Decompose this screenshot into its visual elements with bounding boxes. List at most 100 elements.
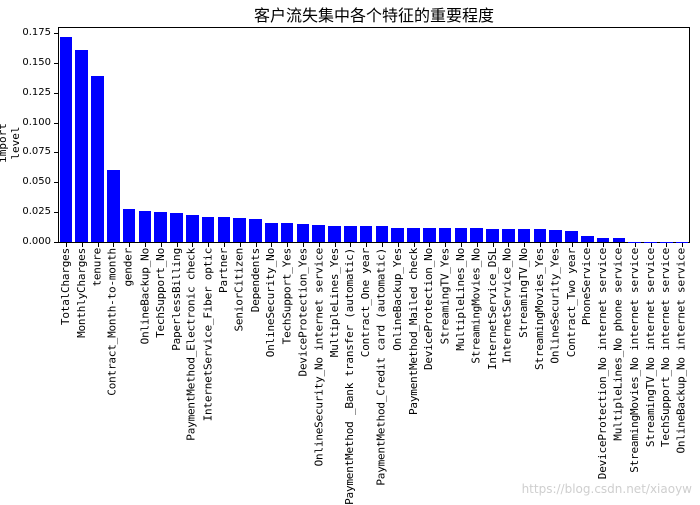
x-tick-mark	[524, 243, 525, 247]
y-tick-label: 0.100	[22, 117, 51, 128]
x-tick-mark	[382, 243, 383, 247]
x-tick-label: InternetService_No	[501, 248, 514, 364]
x-tick-mark	[66, 243, 67, 247]
y-tick-label: 0.050	[22, 176, 51, 187]
x-tick-label: TechSupport_No internet service	[659, 248, 672, 447]
bar	[597, 238, 610, 242]
x-tick-label: OnlineBackup_No internet service	[675, 248, 688, 454]
bar	[233, 218, 246, 242]
y-tick: 0.000	[0, 242, 58, 252]
x-tick-mark	[350, 243, 351, 247]
x-tick-label: MultipleLines_No phone service	[612, 248, 625, 441]
bar	[154, 212, 167, 242]
x-tick-label: InternetService_Fiber optic	[202, 248, 215, 421]
bar	[376, 226, 389, 242]
bar	[407, 228, 420, 242]
bar	[439, 228, 452, 242]
x-tick-label: PaymentMethod_Electronic check	[185, 248, 198, 441]
x-tick-mark	[287, 243, 288, 247]
x-tick-mark	[651, 243, 652, 247]
bar	[344, 226, 357, 242]
x-tick-mark	[540, 243, 541, 247]
x-tick-mark	[587, 243, 588, 247]
x-tick-mark	[635, 243, 636, 247]
y-tick: 0.150	[0, 63, 58, 73]
bar	[123, 209, 136, 242]
x-tick-label: StreamingMovies_Yes	[533, 248, 546, 370]
y-tick-label: 0.150	[22, 57, 51, 68]
y-tick: 0.025	[0, 212, 58, 222]
x-tick-mark	[414, 243, 415, 247]
x-tick-mark	[256, 243, 257, 247]
bar	[360, 226, 373, 242]
x-tick-label: DeviceProtection_No internet service	[596, 248, 609, 479]
x-tick-label: Contract_Month-to-month	[106, 248, 119, 396]
bar	[328, 226, 341, 242]
x-tick-mark	[192, 243, 193, 247]
bar	[312, 225, 325, 242]
y-axis-label: import level	[0, 108, 22, 178]
x-tick-label: MultipleLines_No	[454, 248, 467, 351]
x-tick-label: TechSupport_No	[154, 248, 167, 338]
x-tick-mark	[603, 243, 604, 247]
bar	[60, 37, 73, 242]
bar	[502, 229, 515, 242]
bar	[423, 228, 436, 242]
x-tick-label: PaymentMethod_Credit card (automatic)	[375, 248, 388, 486]
x-tick-label: InternetService_DSL	[486, 248, 499, 370]
x-tick-label: PhoneService	[580, 248, 593, 325]
y-tick-label: 0.075	[22, 146, 51, 157]
x-tick-label: OnlineBackup_Yes	[390, 248, 403, 351]
x-tick-mark	[319, 243, 320, 247]
y-tick-label: 0.000	[22, 236, 51, 247]
x-tick-mark	[240, 243, 241, 247]
x-tick-mark	[398, 243, 399, 247]
bar	[249, 219, 262, 242]
x-tick-label: OnlineBackup_No	[138, 248, 151, 344]
x-tick-mark	[335, 243, 336, 247]
bar	[170, 213, 183, 242]
x-tick-label: StreamingMovies_No	[469, 248, 482, 364]
x-tick-mark	[177, 243, 178, 247]
bar	[218, 217, 231, 242]
x-tick-label: gender	[122, 248, 135, 287]
bar	[202, 217, 215, 242]
bar	[281, 223, 294, 242]
bar	[455, 228, 468, 242]
x-tick-mark	[445, 243, 446, 247]
x-tick-mark	[572, 243, 573, 247]
x-tick-mark	[208, 243, 209, 247]
chart-title: 客户流失集中各个特征的重要程度	[58, 2, 690, 26]
y-tick: 0.125	[0, 93, 58, 103]
x-tick-label: PaymentMethod _Bank transfer (automatic)	[343, 248, 356, 505]
x-tick-mark	[619, 243, 620, 247]
y-tick-label: 0.025	[22, 206, 51, 217]
y-tick-label: 0.125	[22, 87, 51, 98]
bar	[613, 238, 626, 242]
x-tick-label: SeniorCitizen	[232, 248, 245, 332]
x-tick-mark	[271, 243, 272, 247]
x-tick-label: tenure	[90, 248, 103, 287]
x-tick-mark	[556, 243, 557, 247]
x-tick-label: Dependents	[249, 248, 262, 312]
x-tick-mark	[666, 243, 667, 247]
bar	[565, 231, 578, 242]
x-tick-label: StreamingTV_No internet service	[644, 248, 657, 447]
plot-area	[58, 27, 690, 243]
x-tick-label: OnlineSecurity_Yes	[548, 248, 561, 364]
x-tick-label: StreamingTV_No	[517, 248, 530, 338]
bar	[549, 230, 562, 242]
x-tick-mark	[82, 243, 83, 247]
x-tick-mark	[477, 243, 478, 247]
y-tick: 0.175	[0, 33, 58, 43]
y-tick: 0.050	[0, 182, 58, 192]
x-tick-label: Contract_Two year	[565, 248, 578, 357]
y-tick-label: 0.175	[22, 27, 51, 38]
bar	[186, 215, 199, 242]
x-tick-mark	[508, 243, 509, 247]
x-tick-mark	[98, 243, 99, 247]
x-tick-mark	[682, 243, 683, 247]
bar	[91, 76, 104, 242]
x-tick-mark	[145, 243, 146, 247]
x-tick-mark	[129, 243, 130, 247]
